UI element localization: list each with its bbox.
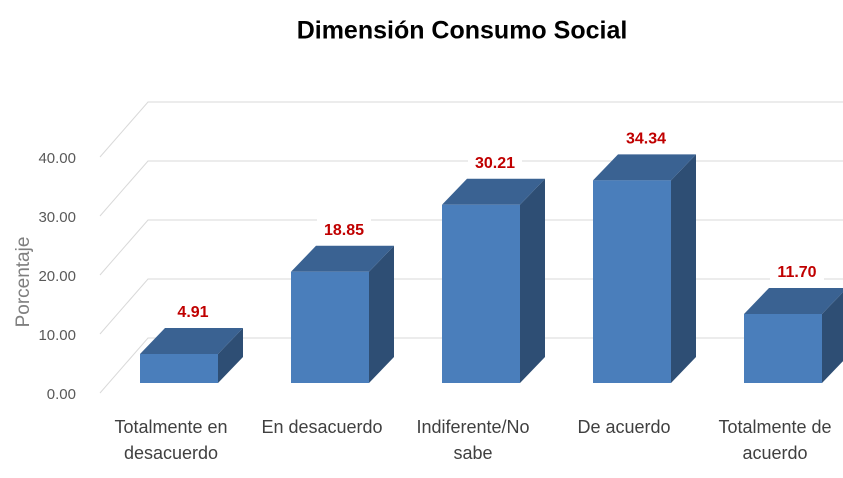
value-label: 18.85: [324, 222, 364, 239]
bar-top: [744, 287, 843, 314]
grid-line: [99, 160, 843, 217]
x-tick-label: Indiferente/No sabe: [416, 417, 530, 463]
bar-side: [369, 245, 394, 383]
bar-top: [291, 245, 394, 272]
bar: [140, 328, 243, 383]
bar-side: [822, 292, 843, 383]
bar-side: [520, 178, 545, 383]
bar-front: [593, 180, 671, 383]
bar: [744, 287, 843, 383]
grid-line: [99, 101, 843, 158]
x-tick-label: Totalmente en desacuerdo: [114, 417, 228, 463]
value-label-box: [619, 125, 673, 152]
value-label-box: [468, 149, 522, 176]
bar: [442, 178, 545, 383]
bar-top: [140, 328, 243, 355]
bar: [291, 245, 394, 383]
bar-top: [442, 178, 545, 205]
y-tick-label: 40.00: [38, 150, 76, 167]
x-tick-label: Totalmente de acuerdo: [718, 417, 832, 463]
value-label-box: [166, 299, 220, 326]
value-label: 34.34: [626, 131, 666, 148]
bar-front: [442, 204, 520, 383]
bar-side: [671, 154, 696, 383]
y-tick-label: 10.00: [38, 327, 76, 344]
y-axis-label: Porcentaje: [13, 237, 34, 328]
bar-front: [744, 313, 822, 383]
y-tick-label: 20.00: [38, 268, 76, 285]
bar-front: [291, 271, 369, 383]
y-tick-label: 30.00: [38, 209, 76, 226]
value-label: 11.70: [777, 264, 816, 281]
value-label: 30.21: [475, 155, 515, 172]
x-tick-label: En desacuerdo: [261, 417, 383, 437]
x-tick-label: De acuerdo: [577, 417, 671, 437]
y-tick-label: 0.00: [47, 386, 76, 403]
value-label-box: [770, 258, 824, 285]
chart-title: Dimensión Consumo Social: [297, 17, 628, 45]
bar: [593, 154, 696, 383]
bar-side: [218, 328, 243, 383]
value-label: 4.91: [177, 304, 208, 321]
bar-top: [593, 154, 696, 181]
bar-front: [140, 354, 218, 383]
value-label-box: [317, 216, 371, 243]
